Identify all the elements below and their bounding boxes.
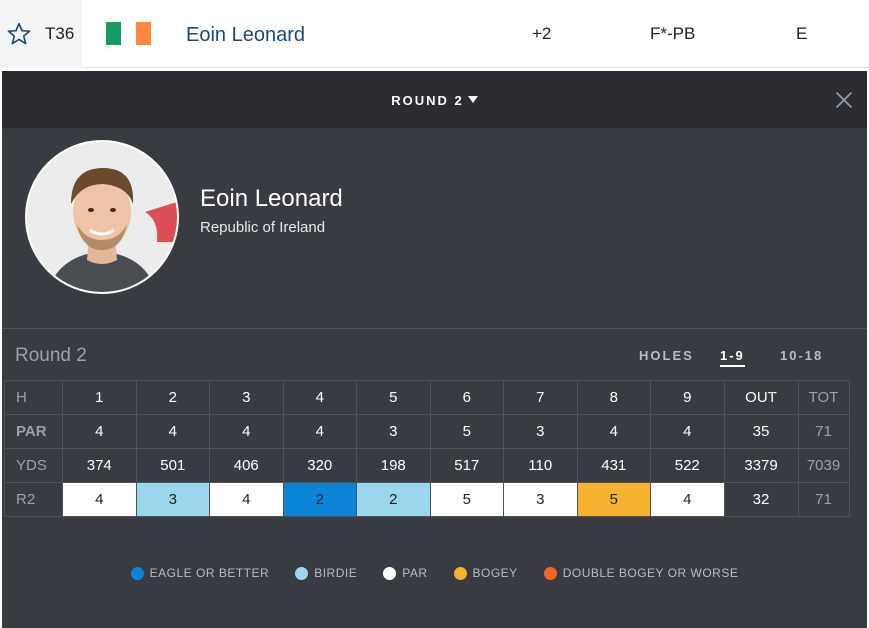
out-total-cell: 3379 bbox=[723, 448, 799, 483]
hole-4-cell: 4 bbox=[282, 414, 357, 449]
hole-9-cell: 9 bbox=[650, 380, 725, 415]
player-country: Republic of Ireland bbox=[200, 219, 326, 236]
panel-header: ROUND 2 bbox=[2, 71, 867, 128]
legend-item: BIRDIE bbox=[295, 566, 357, 580]
legend-item: BOGEY bbox=[453, 566, 518, 580]
legend-label: BIRDIE bbox=[314, 566, 358, 580]
tab-holes-10-18[interactable]: 10-18 bbox=[780, 348, 824, 363]
hole-6-cell: 517 bbox=[429, 448, 504, 483]
thru-value: F*-PB bbox=[650, 24, 696, 43]
hole-3-cell: 3 bbox=[209, 380, 284, 415]
legend-label: PAR bbox=[402, 566, 428, 580]
leaderboard-row[interactable]: T36 Eoin Leonard +2 F*-PB E bbox=[0, 0, 869, 68]
row-header: R2 bbox=[4, 482, 63, 517]
legend-item: DOUBLE BOGEY OR WORSE bbox=[543, 566, 739, 580]
round-label: Round 2 bbox=[15, 345, 87, 366]
row-header: H bbox=[4, 380, 63, 415]
yards-row: YDS 374 501 406 320 198 517 110 431 522 3379 7039 bbox=[4, 448, 850, 483]
flag-stripe-white bbox=[121, 22, 136, 45]
hole-1-cell: 1 bbox=[62, 380, 137, 415]
hole-3-cell: 4 bbox=[209, 482, 284, 517]
round-dropdown-label: ROUND 2 bbox=[391, 93, 464, 108]
legend-label: BOGEY bbox=[472, 566, 518, 580]
legend-dot-icon bbox=[130, 566, 144, 580]
hole-8-cell: 8 bbox=[576, 380, 651, 415]
out-total-cell: 35 bbox=[723, 414, 799, 449]
round-dropdown[interactable]: ROUND 2 bbox=[2, 93, 867, 108]
hole-2-cell: 4 bbox=[135, 414, 210, 449]
hole-7-cell: 110 bbox=[503, 448, 578, 483]
hole-6-cell: 5 bbox=[429, 482, 504, 517]
legend-dot-icon bbox=[295, 566, 309, 580]
player-name-link[interactable]: Eoin Leonard bbox=[186, 24, 305, 46]
hole-7-cell: 3 bbox=[503, 414, 578, 449]
hole-6-cell: 6 bbox=[429, 380, 504, 415]
score-legend: EAGLE OR BETTER BIRDIE PAR BOGEY DOUBLE BOGE… bbox=[2, 566, 867, 580]
row-header: YDS bbox=[4, 448, 63, 483]
hole-5-cell: 3 bbox=[356, 414, 431, 449]
legend-dot-icon bbox=[453, 566, 467, 580]
hole-number-row: H 1 2 3 4 5 6 7 8 9 OUT TOT bbox=[4, 380, 850, 415]
close-icon[interactable] bbox=[835, 91, 853, 109]
player-photo bbox=[27, 142, 177, 292]
hole-1-cell: 4 bbox=[62, 414, 137, 449]
star-icon[interactable] bbox=[6, 21, 32, 47]
hole-8-cell: 431 bbox=[576, 448, 651, 483]
hole-9-cell: 4 bbox=[650, 414, 725, 449]
caret-down-icon bbox=[467, 96, 478, 103]
player-avatar bbox=[25, 140, 179, 294]
legend-dot-icon bbox=[543, 566, 557, 580]
hole-2-cell: 2 bbox=[135, 380, 210, 415]
hole-1-cell: 374 bbox=[62, 448, 137, 483]
tot-total-cell: 7039 bbox=[797, 448, 850, 483]
hole-9-cell: 4 bbox=[650, 482, 725, 517]
hole-5-cell: 198 bbox=[356, 448, 431, 483]
scorecard-table: H 1 2 3 4 5 6 7 8 9 OUT TOT PAR 4 4 4 4 3 5 3 4 4 35 71 YDS 374 50… bbox=[4, 380, 850, 517]
hole-8-cell: 5 bbox=[576, 482, 651, 517]
hole-6-cell: 5 bbox=[429, 414, 504, 449]
round-2-score-row: R2 4 3 4 2 2 5 3 5 4 32 71 bbox=[4, 482, 850, 517]
hole-1-cell: 4 bbox=[62, 482, 137, 517]
hole-5-cell: 2 bbox=[356, 482, 431, 517]
ireland-flag-icon bbox=[106, 22, 151, 45]
divider bbox=[2, 328, 867, 329]
tab-holes-1-9[interactable]: 1-9 bbox=[720, 348, 745, 367]
tot-total-cell: 71 bbox=[797, 414, 850, 449]
legend-item: PAR bbox=[383, 566, 427, 580]
flag-stripe-orange bbox=[136, 22, 151, 45]
hole-8-cell: 4 bbox=[576, 414, 651, 449]
hole-7-cell: 3 bbox=[503, 482, 578, 517]
legend-dot-icon bbox=[383, 566, 397, 580]
legend-label: DOUBLE BOGEY OR WORSE bbox=[562, 566, 739, 580]
hole-3-cell: 4 bbox=[209, 414, 284, 449]
hole-4-cell: 320 bbox=[282, 448, 357, 483]
hole-4-cell: 4 bbox=[282, 380, 357, 415]
holes-label: HOLES bbox=[639, 348, 694, 363]
tot-total-cell: 71 bbox=[797, 482, 850, 517]
hole-9-cell: 522 bbox=[650, 448, 725, 483]
player-scorecard-panel: ROUND 2 Eoin Leonard Republic of Ir bbox=[2, 71, 867, 628]
to-par-value: +2 bbox=[532, 24, 552, 43]
hole-7-cell: 7 bbox=[503, 380, 578, 415]
hole-5-cell: 5 bbox=[356, 380, 431, 415]
legend-label: EAGLE OR BETTER bbox=[149, 566, 270, 580]
hole-2-cell: 501 bbox=[135, 448, 210, 483]
hole-4-cell: 2 bbox=[282, 482, 357, 517]
hole-2-cell: 3 bbox=[135, 482, 210, 517]
flag-stripe-green bbox=[106, 22, 121, 45]
out-total-cell: 32 bbox=[723, 482, 799, 517]
today-value: E bbox=[796, 24, 808, 43]
row-header: PAR bbox=[4, 414, 63, 449]
hole-3-cell: 406 bbox=[209, 448, 284, 483]
tot-total-cell: TOT bbox=[797, 380, 850, 415]
favorite-cell[interactable]: T36 bbox=[0, 0, 82, 68]
player-name: Eoin Leonard bbox=[200, 185, 343, 212]
par-row: PAR 4 4 4 4 3 5 3 4 4 35 71 bbox=[4, 414, 850, 449]
position-label: T36 bbox=[45, 24, 75, 43]
legend-item: EAGLE OR BETTER bbox=[130, 566, 270, 580]
out-total-cell: OUT bbox=[723, 380, 799, 415]
